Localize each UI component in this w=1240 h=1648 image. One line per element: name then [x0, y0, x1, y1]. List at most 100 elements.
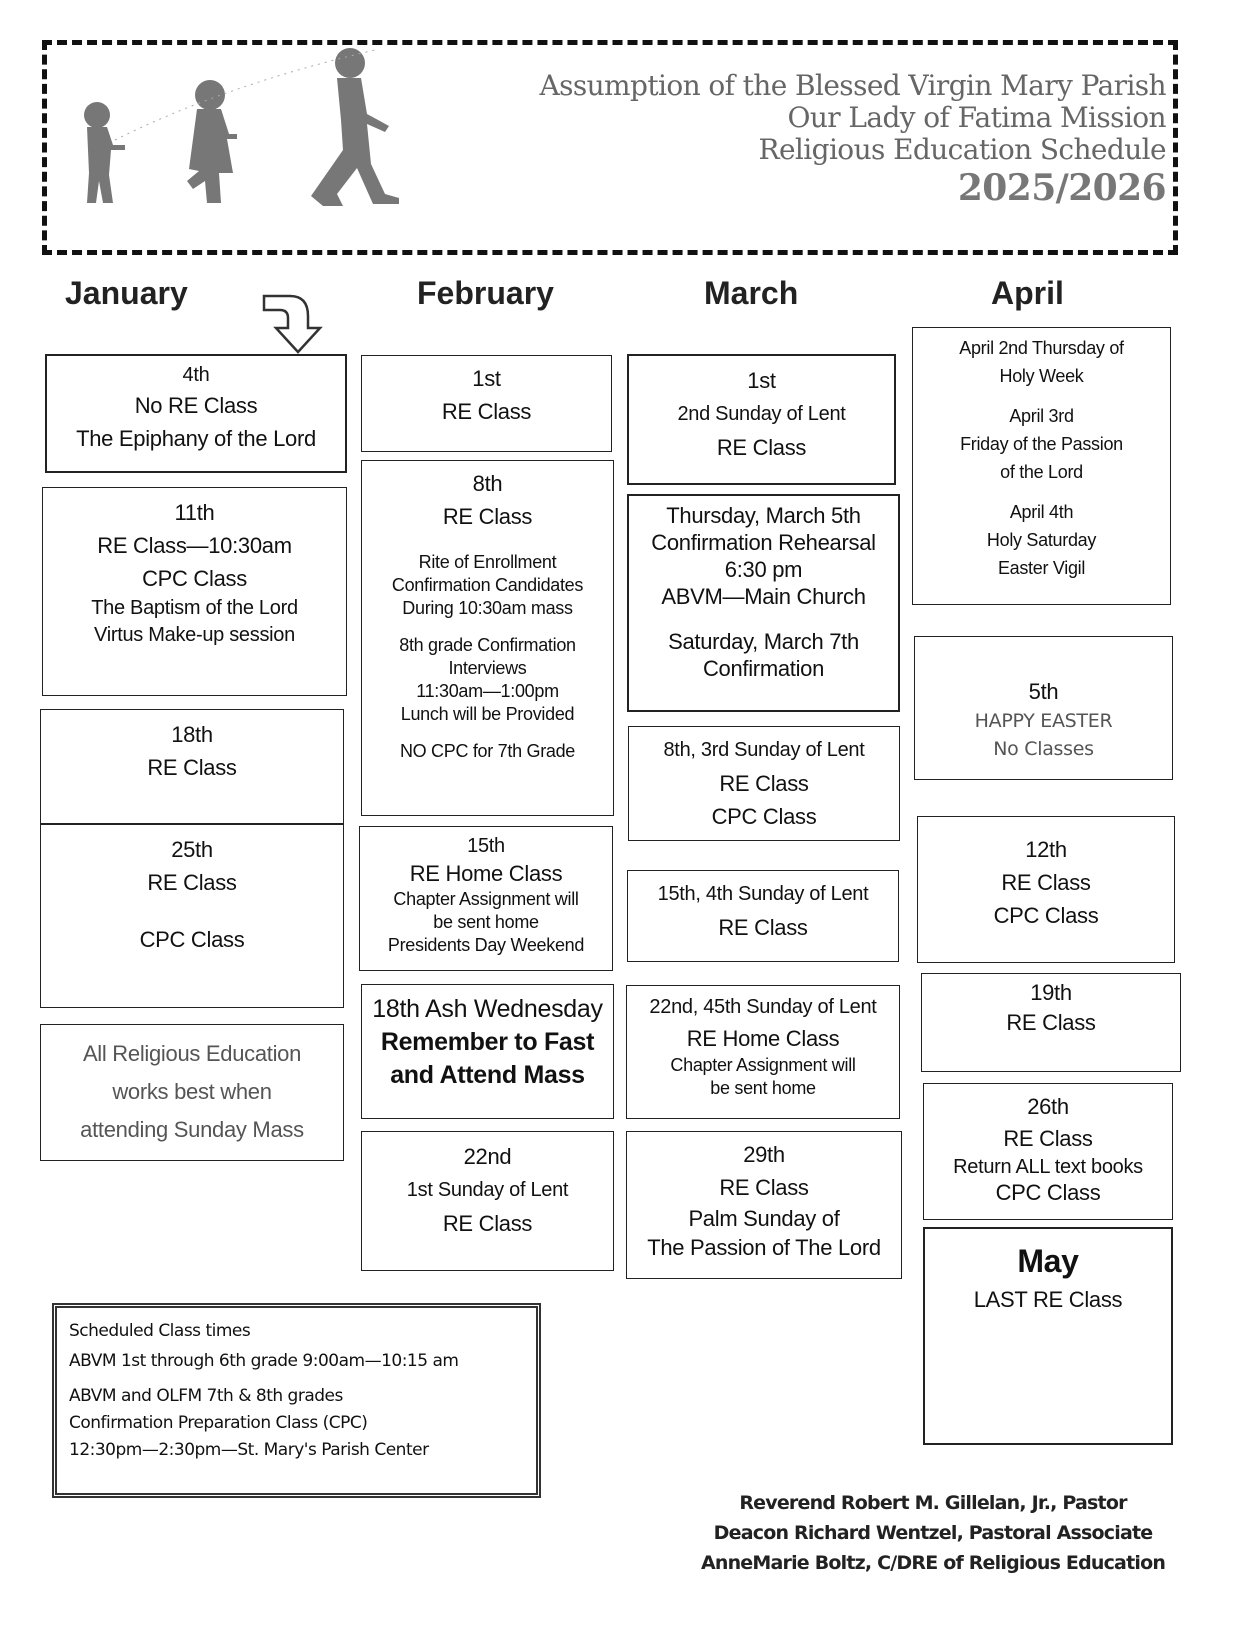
event: RE Class [147, 755, 237, 780]
feb-22-box: 22nd 1st Sunday of Lent RE Class [361, 1131, 614, 1271]
date: 29th [743, 1142, 785, 1167]
mission-title: Our Lady of Fatima Mission [787, 101, 1166, 134]
event: April 4th [1009, 502, 1074, 522]
event: RE Class [441, 399, 532, 424]
note: Confirmation Candidates [391, 575, 584, 595]
note: During 10:30am mass [402, 598, 573, 618]
note: Lunch will be Provided [400, 704, 575, 724]
class-times-heading: Scheduled Class times [69, 1321, 251, 1341]
event: RE Class [1006, 1010, 1096, 1035]
event: Thursday, March 5th [666, 503, 861, 528]
class-time: 12:30pm—2:30pm—St. Mary's Parish Center [69, 1440, 429, 1460]
month-march: March [704, 275, 799, 311]
feb-15-box: 15th RE Home Class Chapter Assignment wi… [359, 826, 613, 971]
event: RE Class [442, 1211, 533, 1236]
event: Confirmation [702, 656, 825, 681]
event: 6:30 pm [724, 557, 803, 582]
event: HAPPY EASTER [974, 710, 1113, 732]
jan-18-box: 18th RE Class [40, 709, 344, 824]
event: Friday of the Passion [960, 434, 1123, 454]
note: Return ALL text books [953, 1156, 1143, 1178]
date: 8th, 3rd Sunday of Lent [663, 739, 865, 761]
feb-18-box: 18th Ash Wednesday Remember to Fast and … [361, 984, 614, 1119]
note: be sent home [710, 1078, 816, 1098]
month-february: February [417, 275, 554, 311]
event: Palm Sunday of [688, 1206, 840, 1231]
date: 12th [1025, 837, 1067, 862]
event: Confirmation Rehearsal [651, 530, 876, 555]
header-titles: Assumption of the Blessed Virgin Mary Pa… [539, 70, 1166, 210]
apr-12-box: 12th RE Class CPC Class [917, 816, 1175, 963]
mar-15-box: 15th, 4th Sunday of Lent RE Class [627, 870, 899, 962]
staff-pastor: Reverend Robert M. Gillelan, Jr., Pastor [739, 1492, 1127, 1514]
event: RE Class [718, 915, 808, 940]
event: The Passion of The Lord [647, 1235, 881, 1260]
note: be sent home [433, 912, 539, 932]
note: NO CPC for 7th Grade [399, 741, 576, 761]
date: 19th [1030, 980, 1072, 1005]
note: Chapter Assignment will [393, 889, 579, 909]
staff-list: Reverend Robert M. Gillelan, Jr., Pastor… [690, 1488, 1176, 1578]
date: 15th [467, 835, 505, 857]
class-times-box: Scheduled Class times ABVM 1st through 6… [52, 1303, 541, 1498]
note: Rite of Enrollment [418, 552, 557, 572]
date: 4th [182, 364, 210, 386]
event: RE Home Class [686, 1026, 840, 1051]
children-silhouettes-icon [84, 48, 399, 206]
month-april: April [991, 275, 1064, 311]
event: CPC Class [139, 927, 245, 952]
date: 11th [174, 500, 215, 525]
event: RE Class [719, 771, 809, 796]
note: The Baptism of the Lord [91, 597, 298, 619]
event: RE Class [442, 504, 533, 529]
date: 1st [747, 368, 776, 393]
note: Chapter Assignment will [670, 1055, 856, 1075]
note: 11:30am—1:00pm [416, 681, 559, 701]
event: RE Class [716, 435, 807, 460]
event: No RE Class [134, 393, 258, 418]
event: RE Class [147, 870, 237, 895]
apr-26-box: 26th RE Class Return ALL text books CPC … [923, 1083, 1173, 1220]
event: RE Home Class [409, 861, 563, 886]
date: 18th [171, 722, 213, 747]
event: LAST RE Class [973, 1287, 1123, 1312]
event: The Epiphany of the Lord [76, 426, 316, 451]
event: ABVM—Main Church [661, 584, 866, 609]
event: and Attend Mass [390, 1061, 585, 1089]
event: RE Class [1003, 1126, 1093, 1151]
event: April 2nd Thursday of [959, 338, 1124, 358]
feb-1-box: 1st RE Class [361, 355, 612, 452]
may-box: May LAST RE Class [923, 1227, 1173, 1445]
class-time: ABVM and OLFM 7th & 8th grades [69, 1386, 343, 1406]
note: Interviews [448, 658, 527, 678]
year-title: 2025/2026 [957, 167, 1167, 209]
note: works best when [112, 1079, 272, 1104]
event: CPC Class [995, 1180, 1101, 1205]
apr-5-box: 5th HAPPY EASTER No Classes [914, 636, 1173, 780]
event: of the Lord [1000, 462, 1083, 482]
event: RE Class [719, 1175, 809, 1200]
mar-22-box: 22nd, 45th Sunday of Lent RE Home Class … [626, 985, 900, 1119]
event: RE Class—10:30am [97, 533, 292, 558]
date: 22nd [463, 1144, 512, 1169]
staff-dre: AnneMarie Boltz, C/DRE of Religious Educ… [700, 1552, 1166, 1574]
mar-8-box: 8th, 3rd Sunday of Lent RE Class CPC Cla… [628, 726, 900, 841]
date: 22nd, 45th Sunday of Lent [649, 996, 877, 1018]
date: 8th [472, 471, 503, 496]
note: 8th grade Confirmation [399, 635, 576, 655]
staff-deacon: Deacon Richard Wentzel, Pastoral Associa… [713, 1522, 1153, 1544]
event: Holy Saturday [986, 530, 1097, 550]
event: RE Class [1001, 870, 1091, 895]
schedule-title: Religious Education Schedule [758, 133, 1166, 166]
event: 18th Ash Wednesday [372, 995, 603, 1023]
date: 26th [1027, 1094, 1069, 1119]
jan-11-box: 11th RE Class—10:30am CPC Class The Bapt… [42, 487, 347, 696]
month-may: May [1017, 1243, 1079, 1279]
mar-confirmation-box: Thursday, March 5th Confirmation Rehears… [627, 494, 900, 712]
mar-1-box: 1st 2nd Sunday of Lent RE Class [627, 354, 896, 485]
date: 15th, 4th Sunday of Lent [657, 883, 869, 905]
note: Presidents Day Weekend [387, 935, 585, 955]
event: Easter Vigil [997, 558, 1086, 578]
event: Holy Week [999, 366, 1084, 386]
apr-19-box: 19th RE Class [921, 973, 1181, 1072]
